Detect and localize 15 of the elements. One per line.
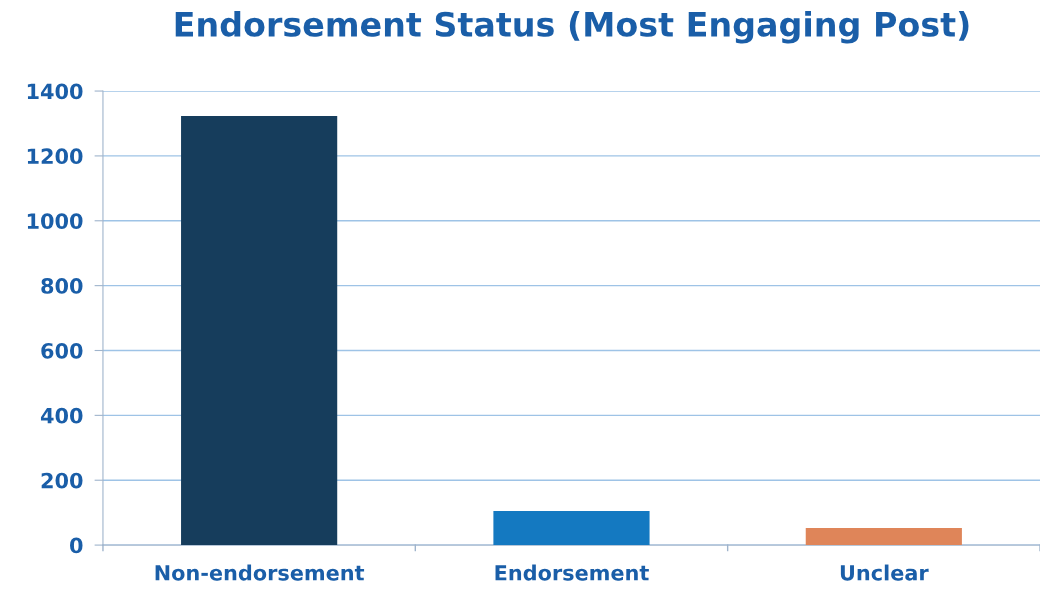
y-tick-label: 600	[41, 342, 83, 359]
chart-title: Endorsement Status (Most Engaging Post)	[175, 11, 969, 44]
y-tick-label: 800	[41, 278, 83, 294]
y-tick-label: 200	[41, 472, 83, 489]
y-tick-label: 1400	[27, 83, 83, 100]
bar	[805, 527, 962, 546]
bar	[181, 116, 338, 546]
x-tick-label: Unclear	[840, 564, 929, 581]
bar	[493, 511, 650, 546]
y-tick-label: 1200	[27, 148, 83, 165]
y-tick-label: 1000	[27, 213, 83, 229]
x-tick-label: Endorsement	[495, 564, 649, 581]
y-tick-label: 0	[70, 537, 83, 554]
y-tick-label: 400	[40, 407, 83, 424]
x-tick-label: Non-endorsement	[155, 564, 365, 581]
